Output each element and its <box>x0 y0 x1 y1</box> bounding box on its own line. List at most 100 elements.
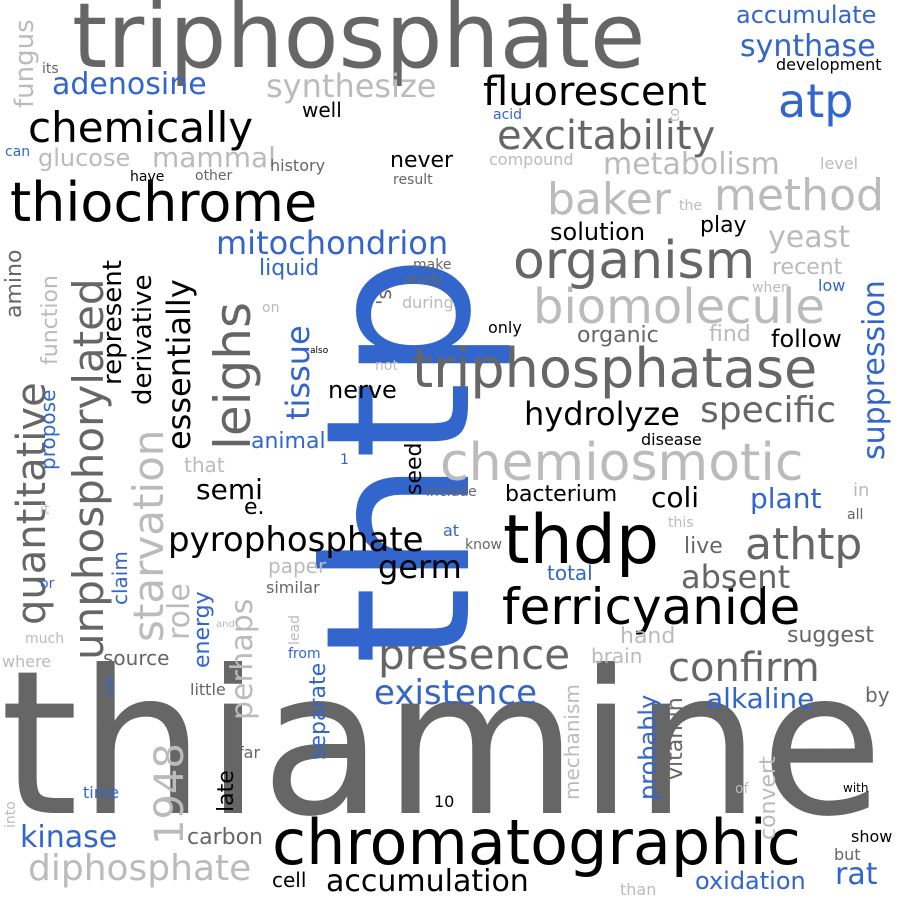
word-mammal: mammal <box>152 141 276 174</box>
word-metabolism: metabolism <box>603 147 780 182</box>
word-atp: atp <box>778 74 854 128</box>
word-result: result <box>393 172 433 188</box>
word-perhaps: perhaps <box>225 598 260 720</box>
word-far: far <box>238 743 261 762</box>
word-specific: specific <box>700 390 837 431</box>
word-where: where <box>2 652 52 671</box>
word-follow: follow <box>771 325 842 353</box>
word-organism: organism <box>513 231 756 291</box>
word-essentially: essentially <box>160 279 198 450</box>
word-the: the <box>679 198 702 214</box>
word-pyrophosphate: pyrophosphate <box>168 520 424 560</box>
word-during: during <box>402 293 454 312</box>
word-oxidation: oxidation <box>695 867 806 895</box>
word-with: with <box>843 781 869 795</box>
word-brain: brain <box>591 644 643 668</box>
word-when: when <box>752 280 790 296</box>
word-seed: seed <box>402 442 427 496</box>
word-alkaline: alkaline <box>706 682 815 715</box>
word-level: level <box>820 154 859 173</box>
word-1948: 1948 <box>147 743 193 845</box>
word-other: other <box>195 168 233 184</box>
word-triphosphatase: triphosphatase <box>412 337 818 400</box>
word-diphosphate: diphosphate <box>28 848 252 889</box>
word-thiochrome: thiochrome <box>10 171 318 234</box>
word-amino: amino <box>2 249 27 318</box>
word-adenosine: adenosine <box>52 67 207 102</box>
word-energy: energy <box>190 591 215 668</box>
word-cell: cell <box>272 868 307 892</box>
word-excitability: excitability <box>497 113 716 159</box>
word-hydrolyze: hydrolyze <box>524 395 680 433</box>
word-kinase: kinase <box>20 820 118 855</box>
word-and: and <box>216 619 235 630</box>
word-study: study <box>404 272 443 288</box>
word-into: into <box>3 801 19 828</box>
word-chemiosmotic: chemiosmotic <box>440 433 804 493</box>
word-derivative: derivative <box>128 274 158 405</box>
word-fluorescent: fluorescent <box>483 69 707 115</box>
word-similar: similar <box>266 578 320 597</box>
word-ferricyanide: ferricyanide <box>502 578 801 636</box>
word-include: include <box>426 484 477 500</box>
word-this: this <box>668 515 694 531</box>
word-also: also <box>310 346 329 356</box>
word-1: 1 <box>340 452 349 468</box>
word-thdp: thdp <box>503 501 660 580</box>
word-suggest: suggest <box>787 623 874 648</box>
word-animal: animal <box>251 429 326 454</box>
word-never: never <box>390 148 454 173</box>
word-coli: coli <box>651 481 700 514</box>
word-yeast: yeast <box>768 220 850 255</box>
word-athtp: athtp <box>745 519 863 570</box>
word-find: find <box>709 322 751 347</box>
word-confirm: confirm <box>668 645 820 691</box>
word-glucose: glucose <box>38 144 131 172</box>
word-tissue: tissue <box>279 325 317 420</box>
word-compound: compound <box>489 150 574 169</box>
word-can: can <box>5 144 31 160</box>
word-probably: probably <box>634 694 662 800</box>
word-live: live <box>684 534 723 559</box>
word-well: well <box>302 98 342 122</box>
word-or: or <box>40 576 55 592</box>
word-much: much <box>25 631 65 647</box>
word-carbon: carbon <box>187 825 263 850</box>
word-time: time <box>83 783 120 802</box>
word-it: it <box>40 502 50 518</box>
word-baker: baker <box>547 174 671 225</box>
word-existence: existence <box>374 673 538 713</box>
word-source: source <box>103 646 170 670</box>
word-method: method <box>714 170 884 221</box>
word-nerve: nerve <box>328 376 397 404</box>
word-10: 10 <box>434 792 455 811</box>
word-lead: lead <box>287 615 303 645</box>
word-know: know <box>465 537 502 553</box>
word-all: all <box>847 507 864 523</box>
word-in: in <box>853 480 870 501</box>
word-accumulation: accumulation <box>326 864 529 899</box>
word-show: show <box>851 827 893 846</box>
word-germ: germ <box>378 548 462 586</box>
word-late: late <box>214 770 239 812</box>
word-to: to <box>667 107 683 122</box>
word-presence: presence <box>378 630 571 679</box>
word-but: but <box>834 845 861 864</box>
word-convert: convert <box>756 756 781 840</box>
word-synthase: synthase <box>740 29 876 64</box>
word-separate: separate <box>306 662 331 760</box>
word-recent: recent <box>772 255 843 280</box>
word-history: history <box>270 156 326 175</box>
word-play: play <box>700 213 747 238</box>
word-synthesize: synthesize <box>266 67 437 105</box>
word-suppression: suppression <box>857 280 892 460</box>
word-apostrophe-s: 's <box>372 289 396 305</box>
word-rat: rat <box>835 857 878 892</box>
word-little: little <box>190 680 226 699</box>
word-bacterium: bacterium <box>505 482 618 507</box>
word-of: of <box>735 781 749 797</box>
word-organic: organic <box>577 323 659 348</box>
word-its: its <box>42 61 59 77</box>
word-triphosphate: triphosphate <box>72 0 646 89</box>
word-development: development <box>776 55 882 74</box>
